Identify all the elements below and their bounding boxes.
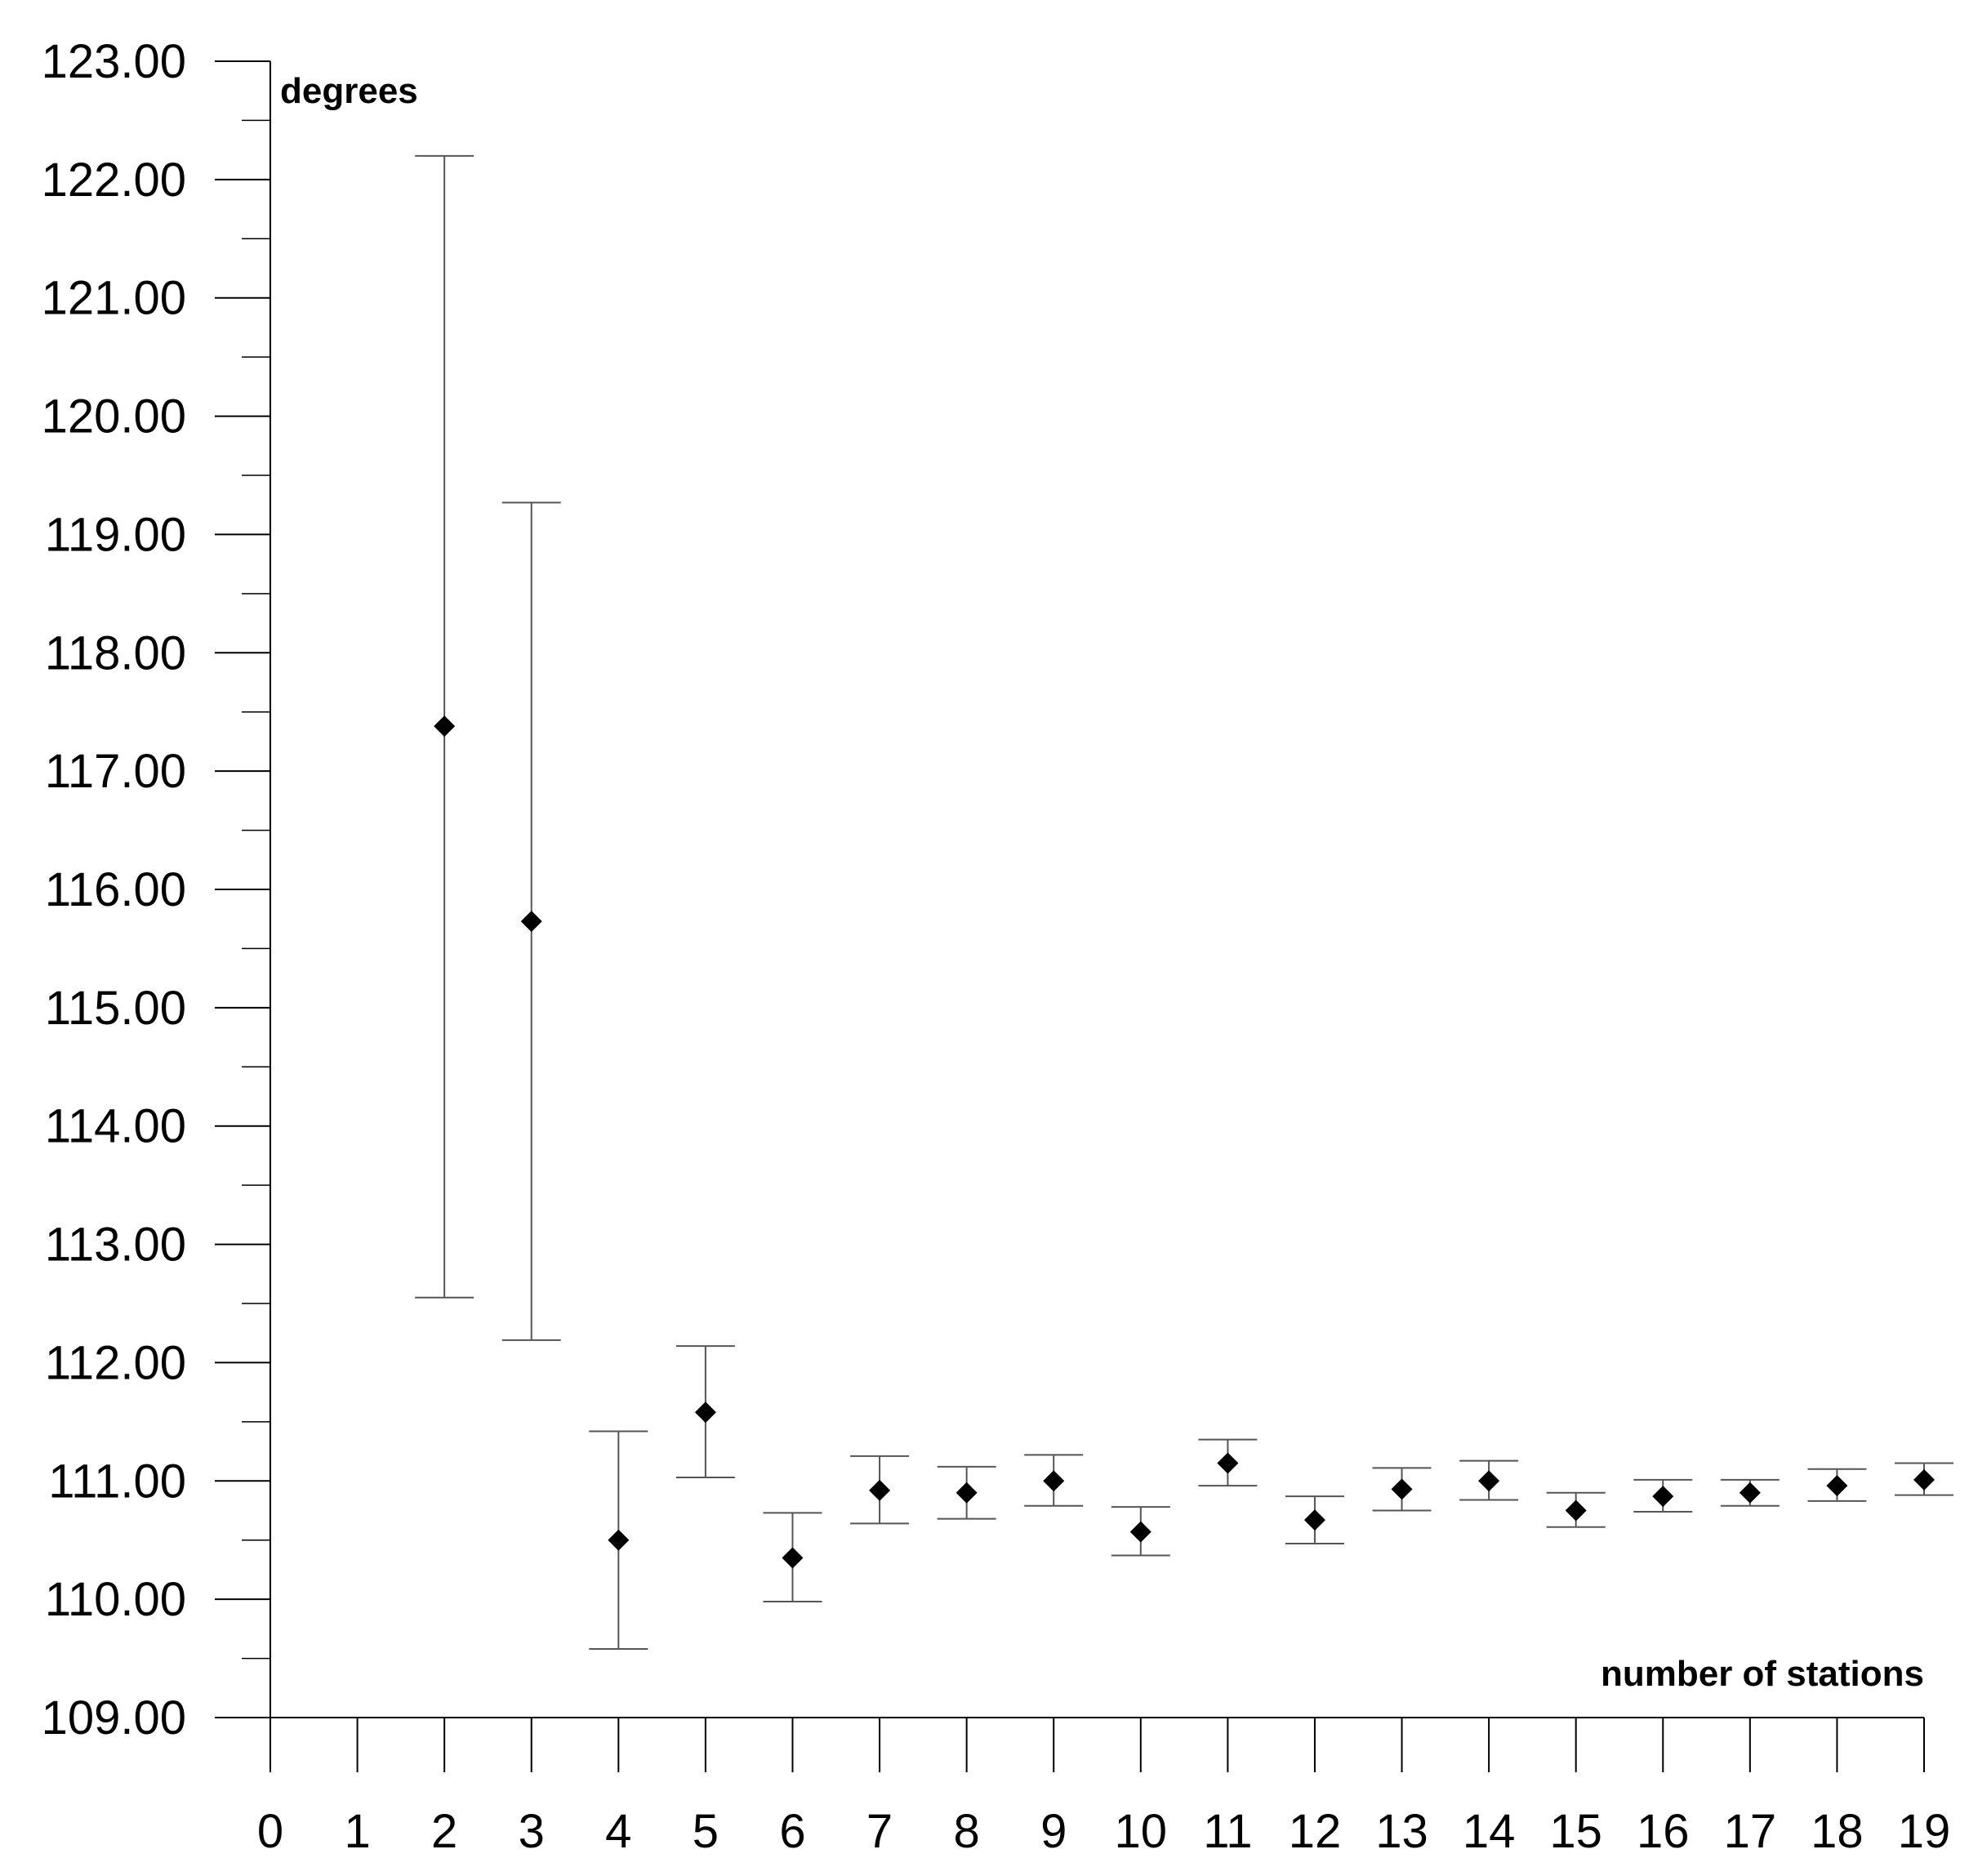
error-bars-group	[415, 154, 1953, 1650]
x-tick-label: 3	[519, 1805, 545, 1858]
data-point-diamond	[1652, 1486, 1674, 1508]
x-ticks-group: 0 1 2 3 4 5 6 7 8 9 10 11 12 13 14 15 16 17 18 19	[257, 1718, 1950, 1858]
y-tick-label: 119.00	[45, 508, 186, 561]
data-point-diamond	[1565, 1499, 1587, 1522]
data-point-diamond	[520, 911, 542, 933]
x-tick-label: 13	[1375, 1805, 1428, 1858]
y-ticks-group: 109.00 110.00 111.00 112.00 113.00 114.00 115.…	[42, 35, 270, 1745]
y-tick-label: 122.00	[42, 154, 186, 207]
y-tick-label: 120.00	[42, 390, 186, 443]
data-point-diamond	[1129, 1521, 1152, 1543]
x-tick-label: 11	[1203, 1805, 1252, 1858]
data-point-diamond	[1303, 1509, 1325, 1531]
data-point-diamond	[1478, 1470, 1500, 1492]
x-tick-label: 17	[1724, 1805, 1777, 1858]
data-point-diamond	[434, 715, 456, 737]
x-tick-label: 2	[431, 1805, 457, 1858]
data-point-diamond	[1913, 1468, 1935, 1491]
x-tick-label: 5	[693, 1805, 719, 1858]
y-tick-label: 117.00	[45, 745, 186, 798]
data-point-diamond	[782, 1547, 804, 1569]
x-tick-label: 10	[1115, 1805, 1168, 1858]
axes-group	[215, 61, 1924, 1718]
data-point-diamond	[869, 1479, 891, 1501]
x-tick-label: 8	[953, 1805, 979, 1858]
x-tick-label: 7	[866, 1805, 893, 1858]
data-point-diamond	[1826, 1475, 1848, 1497]
data-point-diamond	[694, 1401, 716, 1424]
y-tick-label: 110.00	[45, 1573, 186, 1626]
data-point-diamond	[608, 1529, 630, 1551]
x-tick-label: 15	[1549, 1805, 1602, 1858]
data-point-diamond	[956, 1482, 978, 1504]
y-tick-label: 116.00	[45, 863, 186, 916]
data-point-diamond	[1043, 1470, 1065, 1492]
x-tick-label: 1	[344, 1805, 370, 1858]
y-tick-label: 118.00	[45, 626, 186, 680]
y-tick-label: 111.00	[48, 1455, 186, 1508]
y-tick-label: 123.00	[42, 35, 186, 88]
y-tick-label: 112.00	[45, 1336, 186, 1389]
data-point-diamond	[1739, 1482, 1761, 1504]
x-tick-label: 19	[1898, 1805, 1951, 1858]
data-point-diamond	[1391, 1478, 1413, 1500]
y-tick-label: 115.00	[45, 982, 186, 1035]
x-tick-label: 14	[1463, 1805, 1516, 1858]
x-tick-label: 0	[257, 1805, 283, 1858]
x-tick-label: 12	[1289, 1805, 1342, 1858]
y-tick-label: 109.00	[42, 1691, 186, 1745]
x-tick-label: 6	[779, 1805, 805, 1858]
x-axis-title: number of stations	[1601, 1654, 1924, 1694]
data-point-diamond	[1217, 1452, 1239, 1474]
x-tick-label: 16	[1637, 1805, 1690, 1858]
x-tick-label: 4	[605, 1805, 631, 1858]
y-tick-label: 113.00	[45, 1219, 186, 1272]
y-axis-title: degrees	[280, 71, 418, 111]
y-tick-label: 121.00	[42, 272, 186, 325]
data-points-group	[434, 715, 1935, 1569]
x-tick-label: 9	[1040, 1805, 1067, 1858]
x-tick-label: 18	[1811, 1805, 1864, 1858]
y-tick-label: 114.00	[45, 1100, 186, 1153]
